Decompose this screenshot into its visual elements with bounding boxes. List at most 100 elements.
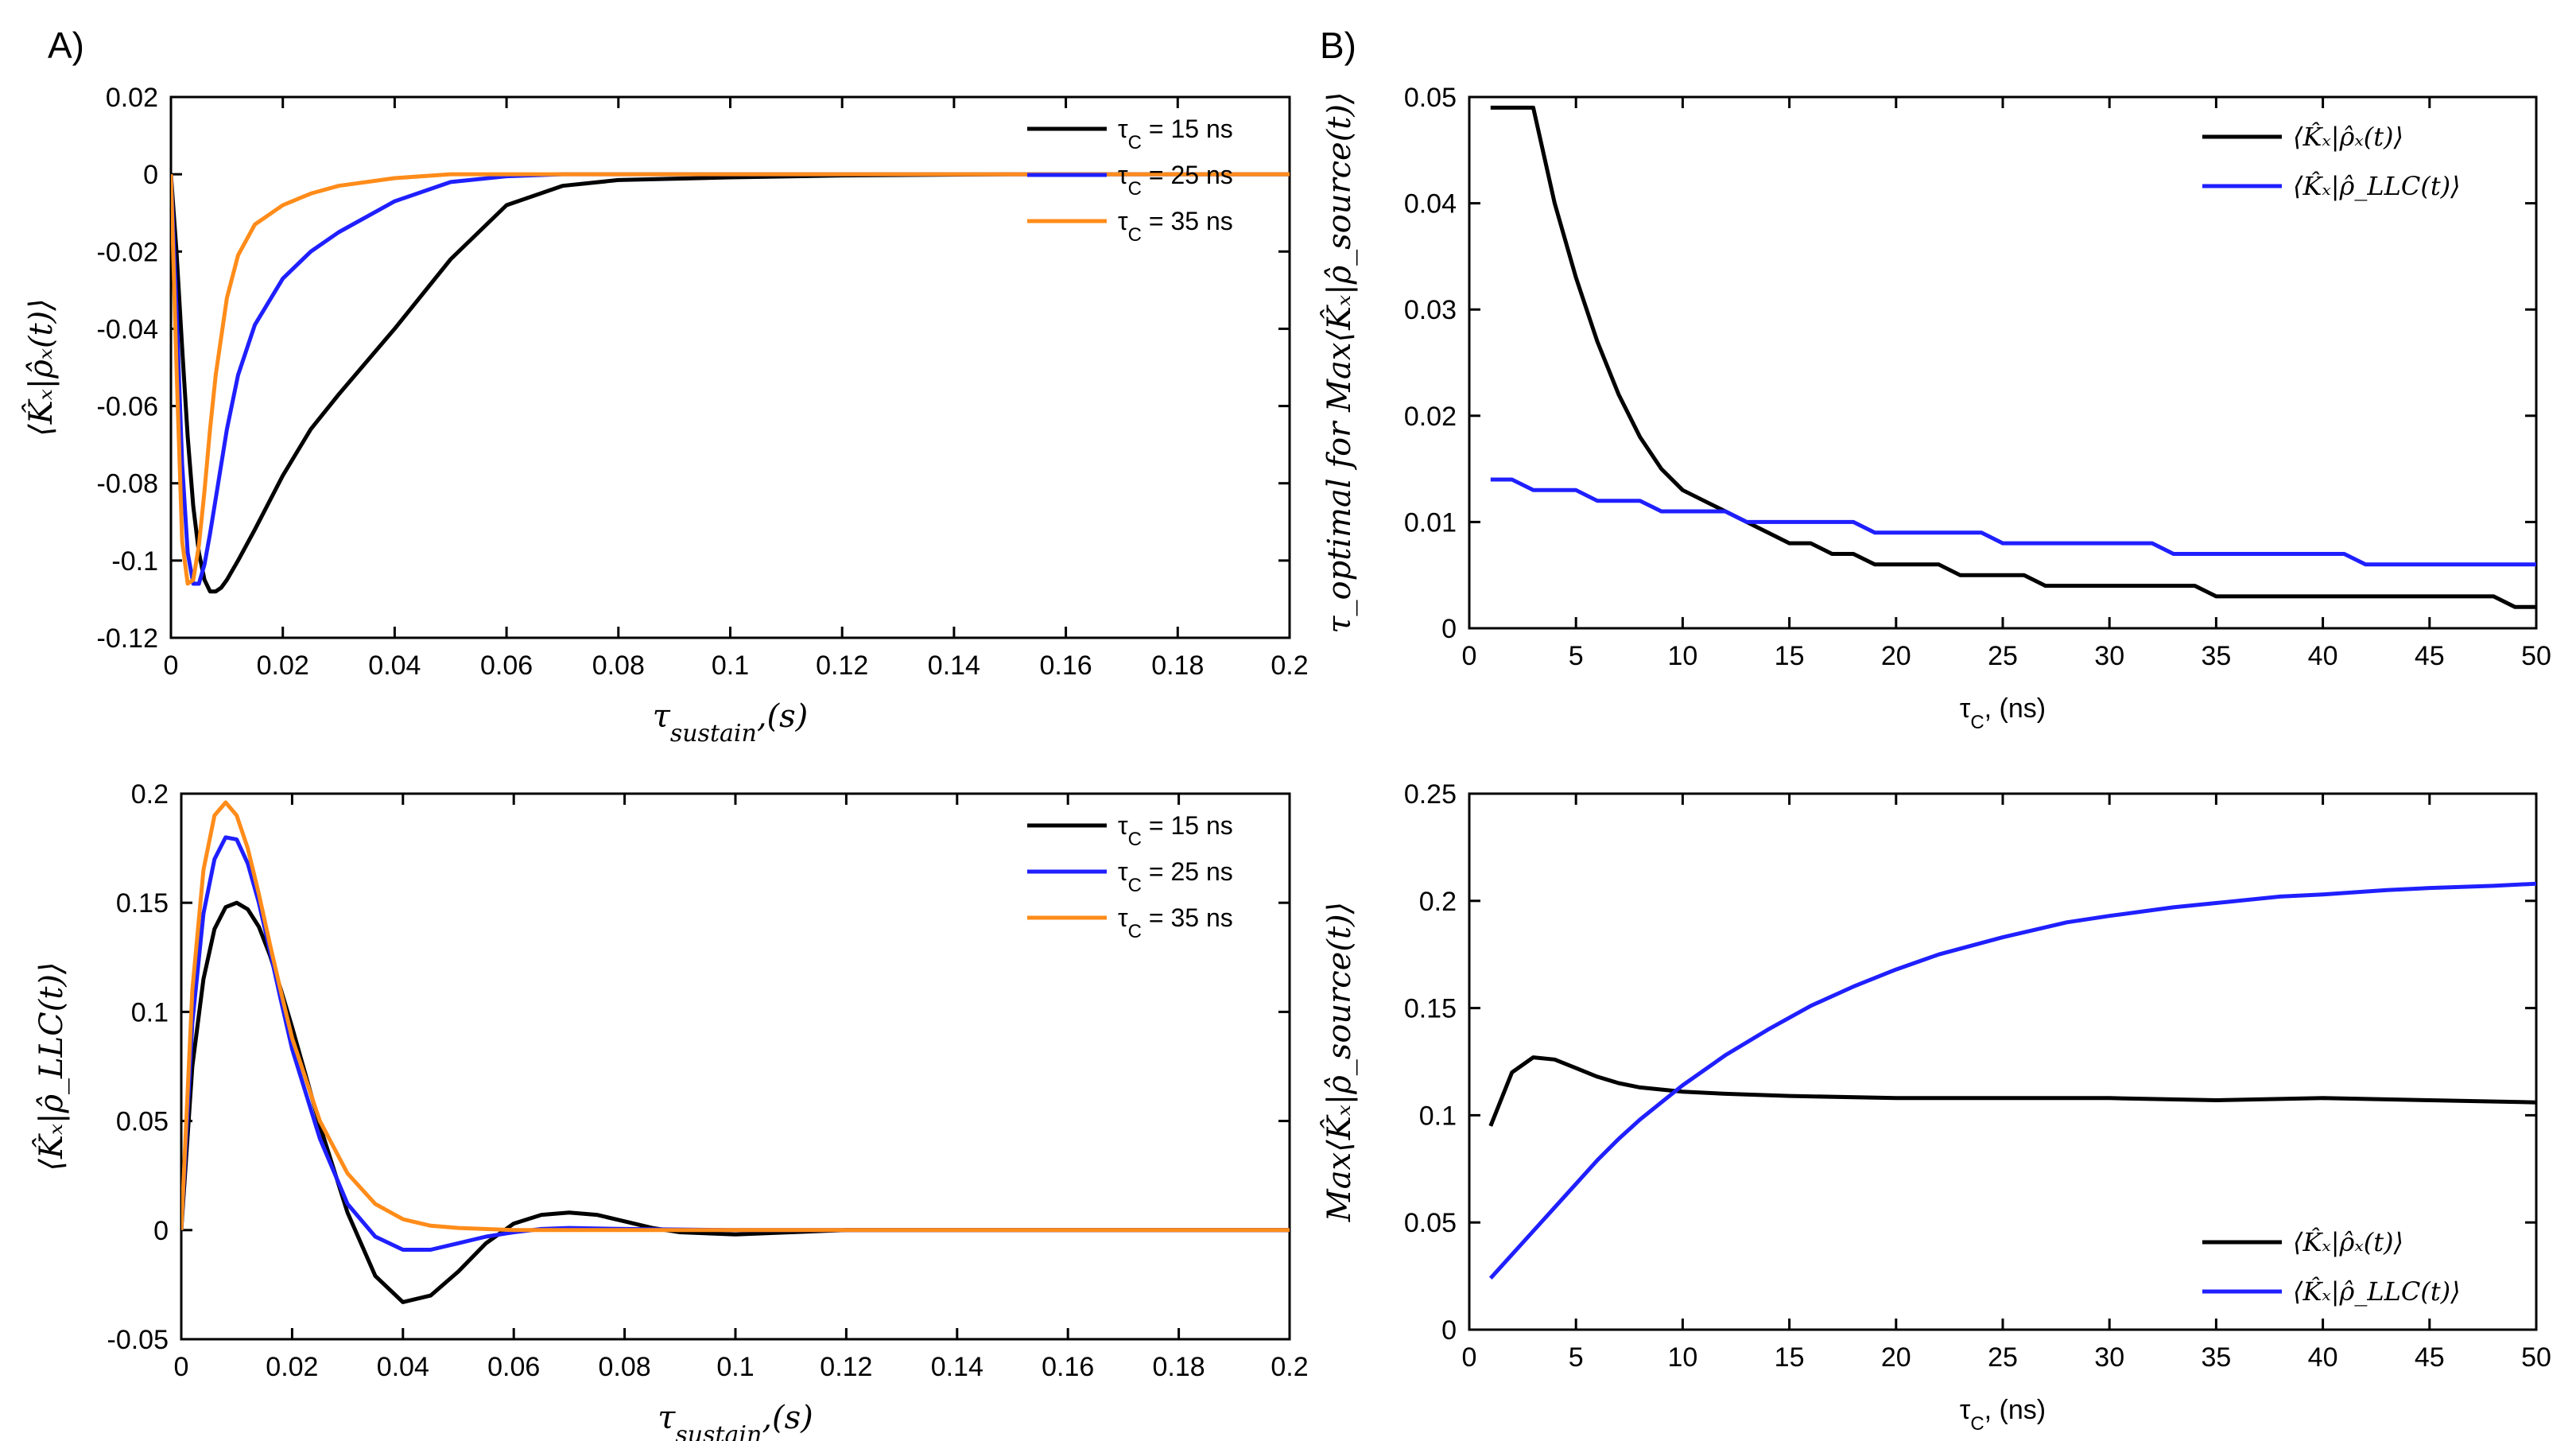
legend-label: τC = 15 ns (1118, 811, 1233, 850)
y-tick-label: 0.05 (1404, 1208, 1457, 1238)
x-tick-label: 0 (1462, 1342, 1477, 1373)
y-tick-label: -0.06 (97, 392, 159, 422)
x-tick-label: 0.18 (1153, 1352, 1205, 1382)
x-tick-label: 0.16 (1040, 651, 1092, 681)
x-tick-label: 40 (2308, 641, 2338, 671)
panel-label-b: B) (1320, 25, 1356, 66)
y-tick-label: 0.1 (1419, 1101, 1457, 1131)
y-axis-label: ⟨K̂ₓ|ρ̂ₓ(t)⟩ (23, 298, 60, 437)
y-tick-label: 0.25 (1404, 779, 1457, 810)
legend-label: τC = 25 ns (1118, 161, 1233, 200)
y-tick-label: 0.05 (1404, 83, 1457, 113)
x-tick-label: 0 (164, 651, 179, 681)
x-tick-label: 0.04 (368, 651, 421, 681)
y-tick-label: 0 (143, 160, 158, 190)
series-line-1 (181, 900, 1290, 1304)
series-line-2 (1490, 477, 2536, 567)
y-tick-label: -0.12 (97, 623, 159, 654)
legend: ⟨K̂ₓ|ρ̂ₓ(t)⟩ ⟨K̂ₓ|ρ̂_LLC(t)⟩ (2202, 122, 2461, 201)
legend-label: τC = 35 ns (1118, 207, 1233, 246)
chart-a-top: 0 0.02 0.04 0.06 0.08 0.1 0.12 0.14 0.16 0.18 0.2 0… (23, 83, 1309, 748)
x-tick-label: 40 (2308, 1342, 2338, 1373)
x-tick-label: 20 (1881, 1342, 1911, 1373)
y-tick-label: 0.1 (131, 997, 169, 1027)
x-tick-label: 15 (1775, 1342, 1805, 1373)
series-line-2 (171, 172, 1290, 586)
x-axis-label: τC, (ns) (1960, 693, 2046, 733)
x-tick-label: 0 (1462, 641, 1477, 671)
x-tick-label: 25 (1988, 1342, 2018, 1373)
series-line-3 (171, 172, 1290, 586)
x-tick-label: 0.04 (377, 1352, 429, 1382)
x-tick-label: 0.08 (599, 1352, 651, 1382)
legend-label: ⟨K̂ₓ|ρ̂ₓ(t)⟩ (2293, 1227, 2403, 1257)
chart-b-top: 0 5 10 15 20 25 30 35 40 45 50 0.05 0.04 0.03 0.02 0.01… (1321, 83, 2551, 733)
series-line-2 (181, 835, 1290, 1252)
chart-b-bottom: 0 5 10 15 20 25 30 35 40 45 50 0.25 0.2 0.15 0.1 0.05 0 τ… (1321, 779, 2551, 1435)
x-tick-label: 50 (2521, 1342, 2551, 1373)
x-tick-label: 0.12 (816, 651, 868, 681)
x-tick-label: 0.12 (820, 1352, 872, 1382)
x-tick-label: 35 (2201, 1342, 2231, 1373)
legend-label: τC = 15 ns (1118, 115, 1233, 153)
y-tick-label: 0.15 (1404, 994, 1457, 1024)
y-tick-label: 0.05 (116, 1107, 169, 1137)
x-tick-label: 20 (1881, 641, 1911, 671)
y-tick-label: 0.01 (1404, 507, 1457, 538)
x-tick-label: 35 (2201, 641, 2231, 671)
y-tick-label: 0 (1441, 614, 1457, 644)
legend-label: τC = 35 ns (1118, 903, 1233, 942)
x-tick-label: 10 (1667, 641, 1697, 671)
x-tick-label: 0.06 (487, 1352, 540, 1382)
y-tick-label: 0.2 (131, 779, 169, 810)
y-tick-label: -0.02 (97, 237, 159, 267)
x-tick-label: 0.18 (1151, 651, 1204, 681)
x-tick-label: 0.02 (266, 1352, 318, 1382)
x-tick-label: 0.14 (928, 651, 980, 681)
x-tick-label: 0.1 (716, 1352, 754, 1382)
y-tick-label: 0.02 (1404, 402, 1457, 432)
x-tick-label: 0.1 (712, 651, 749, 681)
panel-label-a: A) (48, 25, 84, 66)
x-tick-label: 0.2 (1271, 1352, 1308, 1382)
y-tick-label: -0.04 (97, 314, 159, 344)
y-tick-label: -0.05 (107, 1325, 169, 1355)
x-tick-label: 0.06 (480, 651, 533, 681)
y-tick-label: 0 (153, 1216, 169, 1246)
y-tick-label: -0.1 (111, 546, 158, 577)
x-tick-label: 50 (2521, 641, 2551, 671)
series-line-3 (181, 800, 1290, 1233)
x-tick-label: 45 (2415, 1342, 2445, 1373)
x-axis-label: τsustain,(s) (653, 698, 809, 748)
legend: τC = 15 ns τC = 25 ns τC = 35 ns (1027, 811, 1233, 942)
x-tick-label: 0 (174, 1352, 189, 1382)
series-line-1 (171, 172, 1290, 594)
y-axis-label: τ_optimal for Max⟨K̂ₓ|ρ̂_source(t)⟩ (1321, 91, 1358, 633)
series-line-1 (1488, 1055, 2536, 1127)
y-tick-label: 0 (1441, 1315, 1457, 1346)
x-axis-label: τC, (ns) (1960, 1395, 2046, 1435)
y-axis-label: ⟨K̂ₓ|ρ̂_LLC(t)⟩ (33, 961, 70, 1171)
y-tick-label: 0.04 (1404, 189, 1457, 219)
legend-label: τC = 25 ns (1118, 857, 1233, 896)
legend-label: ⟨K̂ₓ|ρ̂_LLC(t)⟩ (2293, 1276, 2461, 1307)
y-tick-label: 0.03 (1404, 295, 1457, 325)
x-tick-label: 0.08 (592, 651, 645, 681)
x-tick-label: 0.02 (257, 651, 309, 681)
chart-a-bottom: 0 0.02 0.04 0.06 0.08 0.1 0.12 0.14 0.16 0.18 0.2 0… (33, 779, 1309, 1441)
x-tick-label: 0.14 (931, 1352, 983, 1382)
x-tick-label: 5 (1569, 641, 1584, 671)
x-tick-label: 30 (2094, 1342, 2124, 1373)
x-tick-label: 45 (2415, 641, 2445, 671)
legend: τC = 15 ns τC = 25 ns τC = 35 ns (1027, 115, 1233, 246)
y-tick-label: 0.2 (1419, 887, 1457, 917)
x-tick-label: 10 (1667, 1342, 1697, 1373)
legend-label: ⟨K̂ₓ|ρ̂ₓ(t)⟩ (2293, 122, 2403, 152)
x-tick-label: 0.2 (1271, 651, 1308, 681)
y-tick-label: 0.15 (116, 888, 169, 919)
legend: ⟨K̂ₓ|ρ̂ₓ(t)⟩ ⟨K̂ₓ|ρ̂_LLC(t)⟩ (2202, 1227, 2461, 1307)
y-tick-label: -0.08 (97, 469, 159, 499)
x-tick-label: 15 (1775, 641, 1805, 671)
x-axis-label: τsustain,(s) (658, 1400, 813, 1441)
